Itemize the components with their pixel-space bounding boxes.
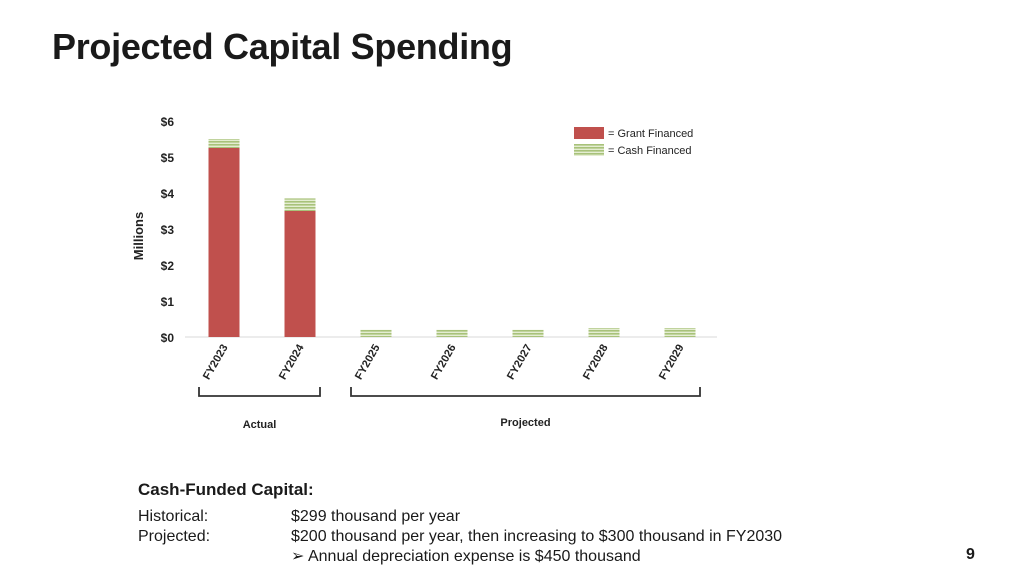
x-tick-label: FY2026	[429, 343, 459, 382]
cash-funded-capital-notes: Cash-Funded Capital: Historical: $299 th…	[138, 480, 898, 567]
x-tick-label: FY2025	[353, 343, 383, 382]
historical-value: $299 thousand per year	[291, 508, 461, 525]
slide-title: Projected Capital Spending	[52, 26, 513, 67]
y-tick-label: $3	[161, 223, 175, 237]
legend-swatch	[574, 144, 604, 156]
x-tick-label: FY2028	[581, 343, 611, 382]
projected-value: $200 thousand per year, then increasing …	[291, 528, 783, 545]
y-tick-label: $0	[161, 331, 175, 345]
capital-spending-chart: $0 $1 $2 $3 $4 $5 $6 Millions FY2023 FY2024 FY20…	[131, 115, 717, 431]
legend-swatch	[574, 127, 604, 139]
legend-label: = Cash Financed	[608, 145, 691, 157]
historical-label: Historical:	[138, 508, 209, 525]
bar-segment	[512, 329, 544, 337]
y-axis-label: Millions	[131, 212, 146, 260]
bar-segment	[284, 211, 316, 337]
depreciation-text: Annual depreciation expense is $450 thou…	[307, 548, 641, 565]
x-tick-label: FY2023	[201, 343, 231, 382]
bar-segment	[208, 139, 240, 148]
bar-segment	[360, 329, 392, 337]
y-tick-label: $6	[161, 115, 175, 129]
projected-label: Projected:	[138, 528, 211, 545]
notes-heading: Cash-Funded Capital:	[138, 480, 314, 499]
bar-segment	[664, 328, 696, 337]
x-tick-label: FY2029	[657, 343, 687, 382]
depreciation-bullet: ➢ Annual depreciation expense is $450 th…	[138, 547, 898, 567]
group-label: Actual	[243, 419, 277, 431]
group-label: Projected	[500, 417, 550, 429]
page-number: 9	[966, 546, 975, 563]
y-tick-label: $4	[161, 187, 175, 201]
group-bracket	[198, 387, 321, 397]
y-tick-label: $5	[161, 151, 175, 165]
historical-row: Historical: $299 thousand per year	[138, 507, 898, 527]
bar-segment	[436, 329, 468, 337]
x-tick-label: FY2027	[505, 343, 535, 382]
x-tick-label: FY2024	[277, 342, 307, 382]
y-tick-label: $2	[161, 259, 175, 273]
bar-segment	[588, 328, 620, 337]
bar-segment	[208, 148, 240, 337]
bar-segment	[284, 198, 316, 211]
arrow-bullet-icon: ➢	[291, 548, 305, 565]
projected-row: Projected: $200 thousand per year, then …	[138, 527, 898, 547]
group-bracket	[350, 387, 701, 397]
y-tick-label: $1	[161, 295, 175, 309]
legend-label: = Grant Financed	[608, 128, 693, 140]
